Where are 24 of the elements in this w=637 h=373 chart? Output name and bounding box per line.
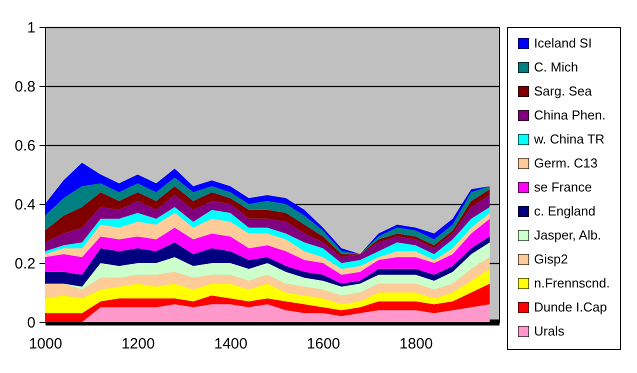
legend-label: se France: [534, 180, 592, 194]
y-tick-label: 0.6: [14, 138, 36, 154]
x-tick-label: 1800: [399, 336, 433, 352]
legend-label: c. England: [534, 204, 596, 218]
y-tick-label: 0.8: [14, 78, 36, 96]
legend-label: Sarg. Sea: [534, 84, 593, 98]
y-tick-label: 0.4: [14, 196, 36, 214]
y-tick-label: 0.2: [14, 256, 36, 272]
x-tick-label: 1400: [214, 336, 248, 352]
y-tick-label: 1: [27, 20, 36, 36]
legend-label: n.Frennscnd.: [534, 276, 610, 290]
legend-label: Jasper, Alb.: [534, 228, 602, 242]
x-tick-label: 1200: [121, 336, 155, 352]
legend-label: China Phen.: [534, 108, 606, 122]
legend-label: Dunde I.Cap: [534, 300, 607, 314]
legend-label: Gisp2: [534, 252, 568, 266]
legend-label: w. China TR: [533, 132, 605, 146]
x-tick-label: 1000: [28, 336, 62, 352]
legend-label: C. Mich: [534, 60, 578, 74]
legend-label: Iceland SI: [534, 36, 592, 50]
x-tick-label: 1600: [306, 336, 340, 352]
legend-label: Germ. C13: [534, 156, 598, 170]
y-tick-label: 0: [27, 314, 36, 332]
legend-label: Urals: [534, 324, 565, 338]
